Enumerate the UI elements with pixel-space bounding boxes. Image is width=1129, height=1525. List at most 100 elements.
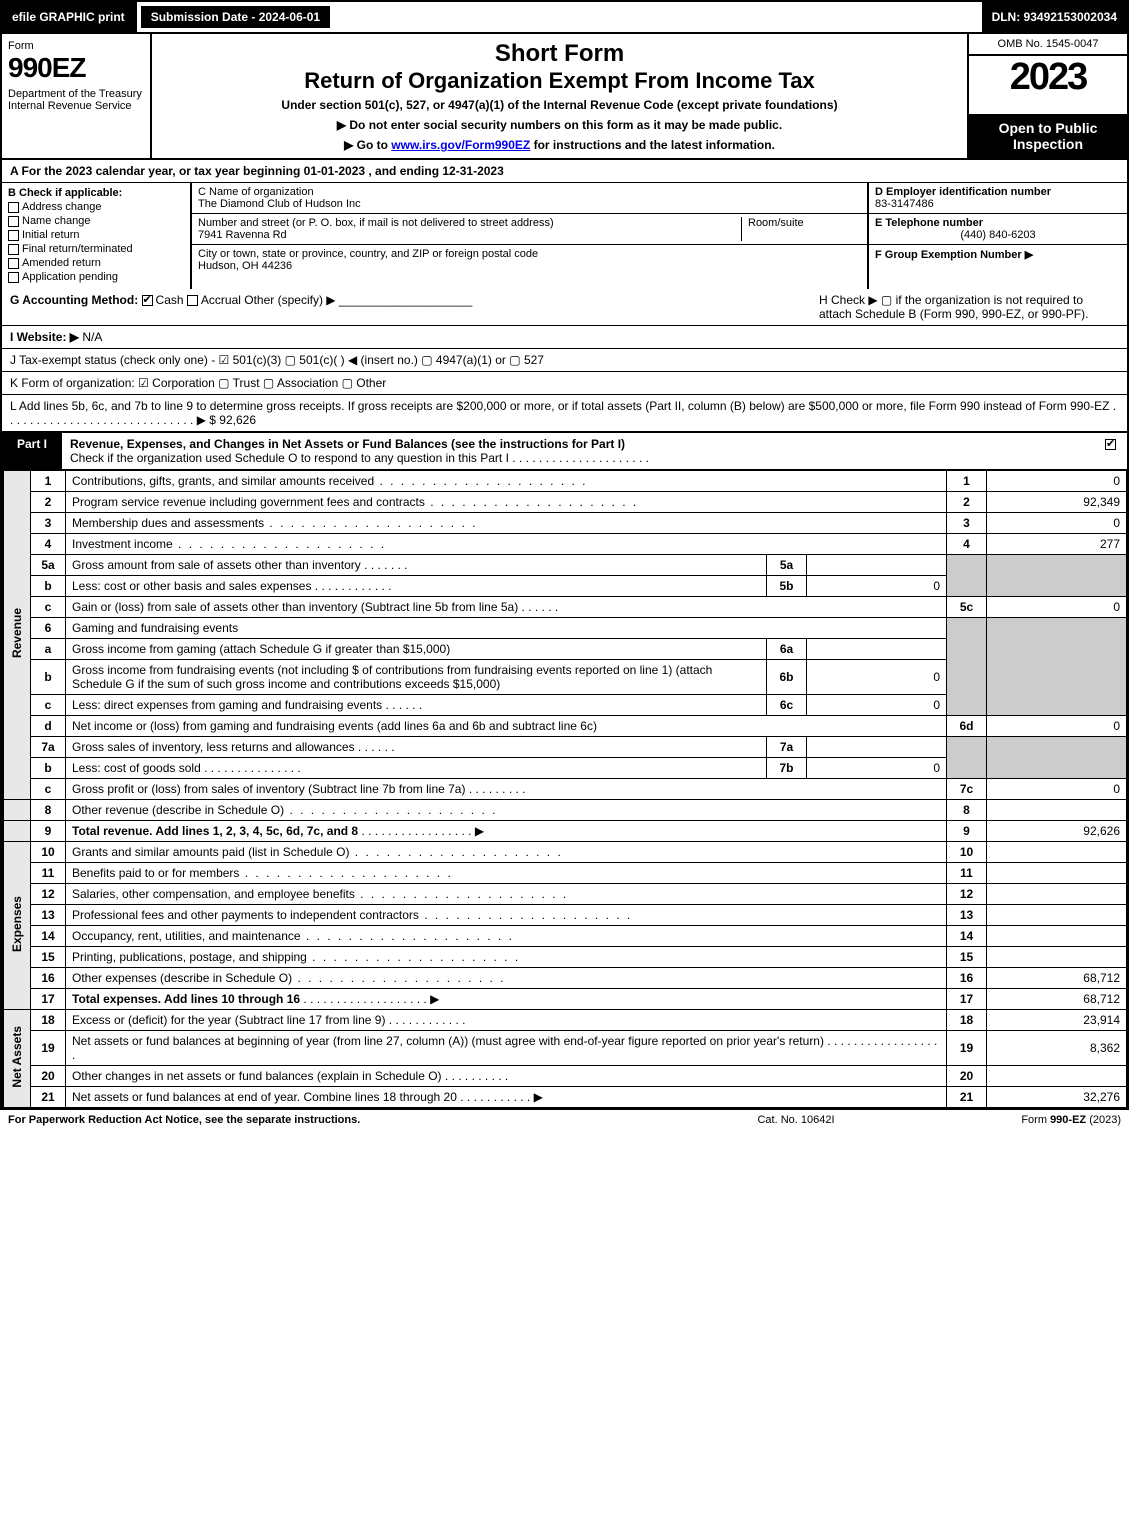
line-3-value: 0: [987, 513, 1127, 534]
header-middle: Short Form Return of Organization Exempt…: [152, 34, 967, 158]
section-b-label: B Check if applicable:: [8, 187, 122, 199]
line-13: 13 Professional fees and other payments …: [3, 905, 1127, 926]
line-8-value: [987, 800, 1127, 821]
room-suite-label: Room/suite: [741, 217, 861, 241]
section-d-e-f: D Employer identification number 83-3147…: [867, 183, 1127, 289]
website-label: I Website: ▶: [10, 330, 79, 344]
line-3: 3 Membership dues and assessments 3 0: [3, 513, 1127, 534]
line-20: 20 Other changes in net assets or fund b…: [3, 1066, 1127, 1087]
phone-label: E Telephone number: [875, 217, 983, 229]
form-label: Form: [8, 40, 144, 52]
header-right: OMB No. 1545-0047 2023 Open to Public In…: [967, 34, 1127, 158]
line-19: 19 Net assets or fund balances at beginn…: [3, 1031, 1127, 1066]
footer-left: For Paperwork Reduction Act Notice, see …: [8, 1114, 671, 1126]
group-exemption-row: F Group Exemption Number ▶: [869, 245, 1127, 264]
section-h: H Check ▶ ▢ if the organization is not r…: [819, 293, 1119, 321]
line-4-value: 277: [987, 534, 1127, 555]
line-6d: d Net income or (loss) from gaming and f…: [3, 716, 1127, 737]
line-19-value: 8,362: [987, 1031, 1127, 1066]
expenses-sidetab: Expenses: [3, 842, 31, 1010]
line-7a: 7a Gross sales of inventory, less return…: [3, 737, 1127, 758]
street-row: Number and street (or P. O. box, if mail…: [192, 214, 867, 245]
check-initial-return[interactable]: Initial return: [8, 229, 184, 241]
header-left: Form 990EZ Department of the Treasury In…: [2, 34, 152, 158]
section-l: L Add lines 5b, 6c, and 7b to line 9 to …: [0, 395, 1129, 433]
top-bar: efile GRAPHIC print Submission Date - 20…: [0, 0, 1129, 34]
gross-receipts-value: 92,626: [219, 413, 256, 427]
section-c: C Name of organization The Diamond Club …: [192, 183, 867, 289]
check-address-change[interactable]: Address change: [8, 201, 184, 213]
street-label: Number and street (or P. O. box, if mail…: [198, 217, 554, 229]
org-name-value: The Diamond Club of Hudson Inc: [198, 198, 361, 210]
form-of-organization: K Form of organization: ☑ Corporation ▢ …: [10, 376, 1119, 390]
line-5c-value: 0: [987, 597, 1127, 618]
note-2: ▶ Go to www.irs.gov/Form990EZ for instru…: [162, 138, 957, 152]
part-i-check-text: Check if the organization used Schedule …: [70, 451, 649, 465]
line-21: 21 Net assets or fund balances at end of…: [3, 1087, 1127, 1108]
footer-form-ref: Form 990-EZ (2023): [921, 1114, 1121, 1126]
netassets-sidetab: Net Assets: [3, 1010, 31, 1108]
omb-number: OMB No. 1545-0047: [969, 34, 1127, 56]
line-5c: c Gain or (loss) from sale of assets oth…: [3, 597, 1127, 618]
section-j: J Tax-exempt status (check only one) - ☑…: [0, 349, 1129, 372]
website-value: N/A: [82, 330, 102, 344]
section-a: A For the 2023 calendar year, or tax yea…: [0, 160, 1129, 183]
section-l-text: L Add lines 5b, 6c, and 7b to line 9 to …: [10, 399, 1116, 427]
section-i: I Website: ▶ N/A: [0, 326, 1129, 349]
line-21-value: 32,276: [987, 1087, 1127, 1108]
section-g: G Accounting Method: Cash Accrual Other …: [10, 293, 819, 321]
revenue-sidetab: Revenue: [3, 471, 31, 800]
main-title: Return of Organization Exempt From Incom…: [162, 68, 957, 94]
tax-year: 2023: [969, 56, 1127, 99]
form-header: Form 990EZ Department of the Treasury In…: [0, 34, 1129, 160]
section-a-text: A For the 2023 calendar year, or tax yea…: [10, 164, 504, 178]
line-6: 6 Gaming and fundraising events: [3, 618, 1127, 639]
ein-label: D Employer identification number: [875, 186, 1051, 198]
check-accrual[interactable]: [187, 295, 198, 306]
check-amended-return[interactable]: Amended return: [8, 257, 184, 269]
line-5a: 5a Gross amount from sale of assets othe…: [3, 555, 1127, 576]
line-9: 9 Total revenue. Add lines 1, 2, 3, 4, 5…: [3, 821, 1127, 842]
city-value: Hudson, OH 44236: [198, 260, 292, 272]
check-name-change[interactable]: Name change: [8, 215, 184, 227]
short-form-title: Short Form: [162, 40, 957, 68]
subtitle: Under section 501(c), 527, or 4947(a)(1)…: [162, 98, 957, 112]
check-application-pending[interactable]: Application pending: [8, 271, 184, 283]
line-1: Revenue 1 Contributions, gifts, grants, …: [3, 471, 1127, 492]
org-name-label: C Name of organization: [198, 186, 314, 198]
line-2: 2 Program service revenue including gove…: [3, 492, 1127, 513]
line-8: 8 Other revenue (describe in Schedule O)…: [3, 800, 1127, 821]
line-2-value: 92,349: [987, 492, 1127, 513]
section-k: K Form of organization: ☑ Corporation ▢ …: [0, 372, 1129, 395]
line-14: 14 Occupancy, rent, utilities, and maint…: [3, 926, 1127, 947]
line-6d-value: 0: [987, 716, 1127, 737]
page-footer: For Paperwork Reduction Act Notice, see …: [0, 1110, 1129, 1130]
line-12: 12 Salaries, other compensation, and emp…: [3, 884, 1127, 905]
line-7c: c Gross profit or (loss) from sales of i…: [3, 779, 1127, 800]
section-g-h: G Accounting Method: Cash Accrual Other …: [0, 289, 1129, 326]
department-label: Department of the Treasury Internal Reve…: [8, 88, 144, 112]
line-17: 17 Total expenses. Add lines 10 through …: [3, 989, 1127, 1010]
ein-row: D Employer identification number 83-3147…: [869, 183, 1127, 214]
line-11: 11 Benefits paid to or for members 11: [3, 863, 1127, 884]
city-row: City or town, state or province, country…: [192, 245, 867, 275]
check-final-return[interactable]: Final return/terminated: [8, 243, 184, 255]
dln-label: DLN: 93492153002034: [982, 2, 1127, 32]
accounting-method-label: G Accounting Method:: [10, 293, 138, 307]
note-1: ▶ Do not enter social security numbers o…: [162, 118, 957, 132]
accounting-other: Other (specify) ▶: [244, 293, 335, 307]
line-1-value: 0: [987, 471, 1127, 492]
line-9-value: 92,626: [987, 821, 1127, 842]
line-10: Expenses 10 Grants and similar amounts p…: [3, 842, 1127, 863]
part-i-checkbox[interactable]: [1097, 433, 1127, 469]
line-15: 15 Printing, publications, postage, and …: [3, 947, 1127, 968]
phone-row: E Telephone number (440) 840-6203: [869, 214, 1127, 245]
line-16: 16 Other expenses (describe in Schedule …: [3, 968, 1127, 989]
line-18-value: 23,914: [987, 1010, 1127, 1031]
line-16-value: 68,712: [987, 968, 1127, 989]
irs-link[interactable]: www.irs.gov/Form990EZ: [391, 138, 530, 152]
line-7c-value: 0: [987, 779, 1127, 800]
check-cash[interactable]: [142, 295, 153, 306]
part-i-table: Revenue 1 Contributions, gifts, grants, …: [0, 470, 1129, 1110]
section-b: B Check if applicable: Address change Na…: [2, 183, 192, 289]
